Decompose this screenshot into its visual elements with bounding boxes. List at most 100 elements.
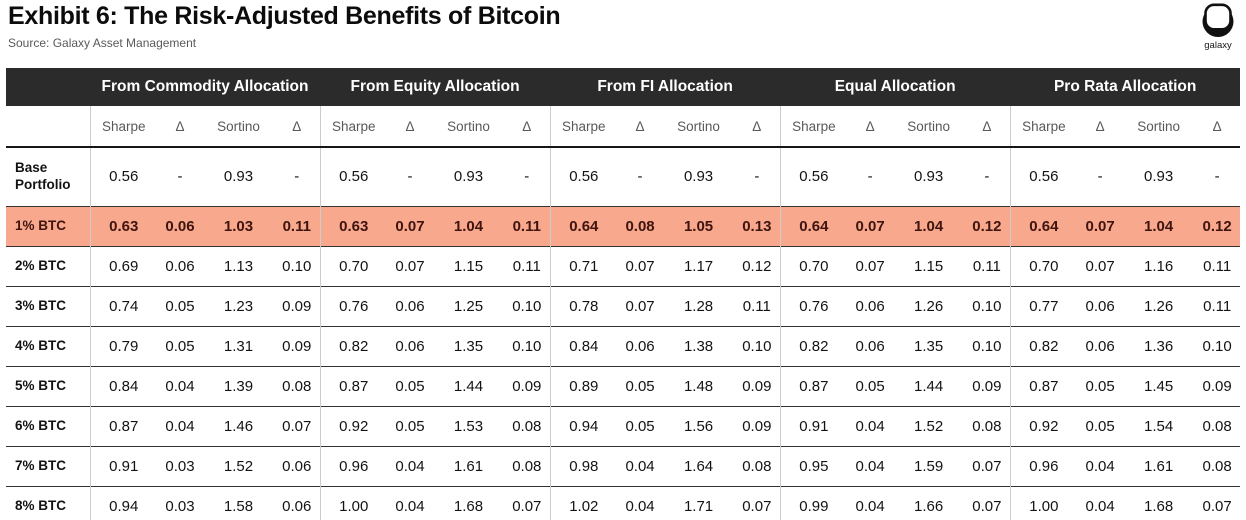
- data-cell: 1.26: [893, 285, 965, 326]
- data-cell: 0.04: [387, 445, 434, 486]
- row-label: 7% BTC: [6, 445, 90, 486]
- data-cell: 0.10: [964, 285, 1011, 326]
- data-cell: 0.06: [1077, 285, 1124, 326]
- data-cell: 1.53: [433, 405, 505, 446]
- data-cell: 1.04: [433, 205, 505, 246]
- table-subheader-row: Sharpe Δ Sortino Δ Sharpe Δ Sortino Δ Sharpe Δ Sor…: [6, 106, 1241, 148]
- data-cell: 0.08: [504, 445, 551, 486]
- data-cell: 1.71: [663, 485, 735, 520]
- data-cell: 0.09: [504, 365, 551, 406]
- data-cell: 0.08: [1194, 405, 1241, 446]
- data-cell: 1.23: [203, 285, 274, 326]
- exhibit-table: From Commodity Allocation From Equity All…: [6, 68, 1241, 520]
- data-cell: 0.05: [847, 365, 894, 406]
- data-cell: 0.07: [847, 205, 894, 246]
- data-cell: 0.12: [964, 205, 1011, 246]
- data-cell: 1.26: [1123, 285, 1195, 326]
- data-cell: 0.76: [319, 285, 388, 326]
- data-cell: 0.13: [734, 205, 781, 246]
- table-row: Base Portfolio 0.56-0.93-0.56-0.93-0.56-0…: [6, 147, 1241, 206]
- data-cell: 1.35: [893, 325, 965, 366]
- data-cell: 0.05: [387, 405, 434, 446]
- data-cell: 0.07: [387, 205, 434, 246]
- data-cell: 0.09: [1194, 365, 1241, 406]
- table-row: 7% BTC 0.91 0.03 1.52 0.06 0.96 0.04 1.61 0.08 0.…: [6, 445, 1241, 486]
- delta-column-header: Δ: [504, 106, 551, 148]
- data-cell: 1.31: [203, 325, 274, 366]
- data-cell: 0.78: [549, 285, 618, 326]
- group-header-cell: From Equity Allocation: [320, 68, 551, 106]
- data-cell: 1.61: [1123, 445, 1195, 486]
- data-cell: 1.35: [433, 325, 505, 366]
- data-cell: 0.94: [89, 485, 157, 520]
- data-cell: 0.70: [319, 245, 388, 286]
- data-cell: 0.10: [734, 325, 781, 366]
- data-cell: 0.74: [89, 285, 157, 326]
- delta-column-header: Δ: [274, 106, 321, 148]
- table-row: 3% BTC 0.74 0.05 1.23 0.09 0.76 0.06 1.25 0.10 0.…: [6, 285, 1241, 326]
- subheader-cell: Sortino: [203, 106, 274, 148]
- corner-cell: [6, 68, 90, 106]
- data-cell: 0.04: [847, 445, 894, 486]
- data-cell: 0.04: [847, 485, 894, 520]
- data-cell: 0.07: [387, 245, 434, 286]
- data-cell: 1.68: [1123, 485, 1195, 520]
- subheader-cell: Sortino: [663, 106, 735, 148]
- data-cell: 0.04: [617, 485, 664, 520]
- data-cell: -: [1077, 147, 1124, 206]
- galaxy-logo-text: galaxy: [1204, 40, 1232, 51]
- table-row: 6% BTC 0.87 0.04 1.46 0.07 0.92 0.05 1.53 0.08 0.…: [6, 405, 1241, 446]
- data-cell: 0.99: [779, 485, 848, 520]
- data-cell: 0.03: [157, 445, 203, 486]
- data-cell: 0.70: [779, 245, 848, 286]
- data-cell: 0.93: [1123, 147, 1195, 206]
- data-cell: 0.64: [549, 205, 618, 246]
- data-cell: 0.87: [779, 365, 848, 406]
- group-header-cell: From Commodity Allocation: [90, 68, 321, 106]
- delta-column-header: Δ: [964, 106, 1011, 148]
- data-cell: 0.12: [1194, 205, 1241, 246]
- galaxy-helmet-icon: [1202, 3, 1234, 37]
- data-cell: 1.13: [203, 245, 274, 286]
- data-cell: 0.04: [1077, 445, 1124, 486]
- data-cell: 1.00: [1009, 485, 1078, 520]
- data-cell: 0.08: [274, 365, 321, 406]
- delta-column-header: Δ: [387, 106, 434, 148]
- data-cell: 0.07: [1194, 485, 1241, 520]
- data-cell: 0.77: [1009, 285, 1078, 326]
- data-cell: 1.44: [893, 365, 965, 406]
- data-cell: 0.11: [1194, 245, 1241, 286]
- data-cell: 0.04: [1077, 485, 1124, 520]
- data-cell: 0.12: [734, 245, 781, 286]
- data-cell: 0.08: [504, 405, 551, 446]
- data-cell: -: [847, 147, 894, 206]
- row-label: 3% BTC: [6, 285, 90, 326]
- data-cell: -: [387, 147, 434, 206]
- subheader-cell: Sharpe: [89, 106, 157, 148]
- data-cell: 0.06: [274, 445, 321, 486]
- data-cell: 0.96: [319, 445, 388, 486]
- subheader-corner-cell: [6, 106, 90, 148]
- data-cell: 1.38: [663, 325, 735, 366]
- row-label: 1% BTC: [6, 205, 90, 246]
- data-cell: 1.66: [893, 485, 965, 520]
- data-cell: 0.64: [779, 205, 848, 246]
- data-cell: 0.94: [549, 405, 618, 446]
- data-cell: 0.79: [89, 325, 157, 366]
- data-cell: 0.05: [617, 365, 664, 406]
- page-title: Exhibit 6: The Risk-Adjusted Benefits of…: [8, 2, 561, 30]
- data-cell: 1.15: [433, 245, 505, 286]
- data-cell: 0.03: [157, 485, 203, 520]
- data-cell: 0.56: [89, 147, 157, 206]
- row-label: 4% BTC: [6, 325, 90, 366]
- data-cell: 0.07: [964, 445, 1011, 486]
- data-cell: 0.08: [964, 405, 1011, 446]
- data-cell: 1.52: [203, 445, 274, 486]
- data-cell: 0.06: [847, 285, 894, 326]
- data-cell: -: [734, 147, 781, 206]
- data-cell: 0.07: [734, 485, 781, 520]
- data-cell: 0.98: [549, 445, 618, 486]
- data-cell: 1.25: [433, 285, 505, 326]
- subheader-cell: Sharpe: [1009, 106, 1078, 148]
- data-cell: 0.07: [847, 245, 894, 286]
